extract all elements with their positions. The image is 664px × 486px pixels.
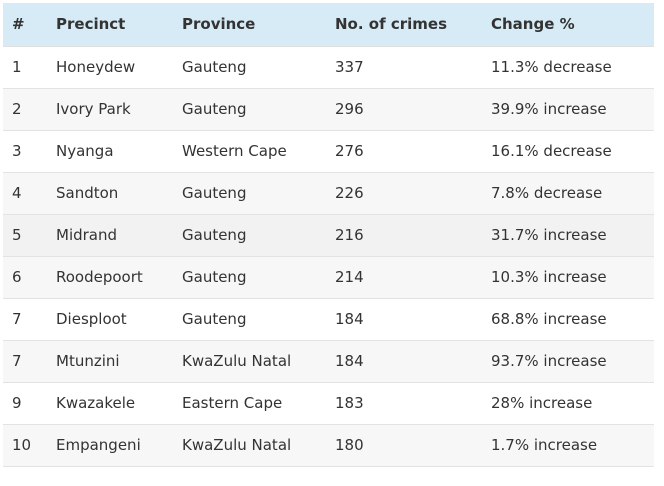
cell-province: KwaZulu Natal (182, 436, 292, 454)
cell-province: Western Cape (182, 142, 287, 160)
cell-change-percent: 10.3% increase (491, 268, 607, 286)
header-rank: # (3, 3, 47, 47)
table-row: 7 Mtunzini KwaZulu Natal 184 93.7% increase (3, 340, 654, 382)
cell-precinct: Mtunzini (56, 352, 120, 370)
table-body: 1 Honeydew Gauteng 337 11.3% decrease 2 Ivory … (3, 46, 654, 466)
cell-province: Eastern Cape (182, 394, 283, 412)
cell-rank: 10 (12, 436, 32, 454)
cell-precinct: Diesploot (56, 310, 127, 328)
cell-precinct: Empangeni (56, 436, 141, 454)
cell-change-percent: 11.3% decrease (491, 58, 612, 76)
cell-precinct: Nyanga (56, 142, 114, 160)
header-change-percent: Change % (482, 3, 654, 47)
cell-precinct: Kwazakele (56, 394, 136, 412)
cell-rank: 6 (12, 268, 22, 286)
table-row: 3 Nyanga Western Cape 276 16.1% decrease (3, 130, 654, 172)
header-crime-count: No. of crimes (326, 3, 482, 47)
cell-change-percent: 16.1% decrease (491, 142, 612, 160)
table-row: 9 Kwazakele Eastern Cape 183 28% increase (3, 382, 654, 424)
cell-province: Gauteng (182, 100, 247, 118)
table-header: # Precinct Province No. of crimes Change… (3, 3, 654, 47)
cell-rank: 1 (12, 58, 22, 76)
cell-crime-count: 216 (335, 226, 364, 244)
cell-crime-count: 180 (335, 436, 364, 454)
header-precinct: Precinct (47, 3, 173, 47)
cell-change-percent: 39.9% increase (491, 100, 607, 118)
cell-province: Gauteng (182, 310, 247, 328)
cell-crime-count: 184 (335, 352, 364, 370)
table-row: 10 Empangeni KwaZulu Natal 180 1.7% increase (3, 424, 654, 466)
table-row: 4 Sandton Gauteng 226 7.8% decrease (3, 172, 654, 214)
crime-statistics-table: # Precinct Province No. of crimes Change… (3, 3, 654, 467)
cell-rank: 2 (12, 100, 22, 118)
cell-change-percent: 7.8% decrease (491, 184, 603, 202)
cell-rank: 9 (12, 394, 22, 412)
cell-province: Gauteng (182, 226, 247, 244)
cell-crime-count: 183 (335, 394, 364, 412)
cell-province: Gauteng (182, 184, 247, 202)
cell-precinct: Honeydew (56, 58, 136, 76)
cell-change-percent: 1.7% increase (491, 436, 598, 454)
cell-rank: 7 (12, 310, 22, 328)
cell-province: Gauteng (182, 268, 247, 286)
cell-precinct: Ivory Park (56, 100, 131, 118)
cell-change-percent: 93.7% increase (491, 352, 607, 370)
cell-rank: 3 (12, 142, 22, 160)
crime-table-container: # Precinct Province No. of crimes Change… (3, 3, 654, 467)
cell-change-percent: 31.7% increase (491, 226, 607, 244)
cell-province: KwaZulu Natal (182, 352, 292, 370)
header-row: # Precinct Province No. of crimes Change… (3, 3, 654, 47)
cell-crime-count: 214 (335, 268, 364, 286)
cell-change-percent: 68.8% increase (491, 310, 607, 328)
cell-rank: 5 (12, 226, 22, 244)
cell-crime-count: 184 (335, 310, 364, 328)
cell-precinct: Roodepoort (56, 268, 143, 286)
cell-crime-count: 296 (335, 100, 364, 118)
table-row: 7 Diesploot Gauteng 184 68.8% increase (3, 298, 654, 340)
cell-crime-count: 337 (335, 58, 364, 76)
table-row: 2 Ivory Park Gauteng 296 39.9% increase (3, 88, 654, 130)
cell-crime-count: 276 (335, 142, 364, 160)
cell-crime-count: 226 (335, 184, 364, 202)
cell-rank: 4 (12, 184, 22, 202)
cell-change-percent: 28% increase (491, 394, 593, 412)
table-row: 6 Roodepoort Gauteng 214 10.3% increase (3, 256, 654, 298)
cell-precinct: Sandton (56, 184, 119, 202)
cell-province: Gauteng (182, 58, 247, 76)
table-row: 5 Midrand Gauteng 216 31.7% increase (3, 214, 654, 256)
cell-precinct: Midrand (56, 226, 118, 244)
cell-rank: 7 (12, 352, 22, 370)
header-province: Province (173, 3, 326, 47)
table-row: 1 Honeydew Gauteng 337 11.3% decrease (3, 46, 654, 88)
